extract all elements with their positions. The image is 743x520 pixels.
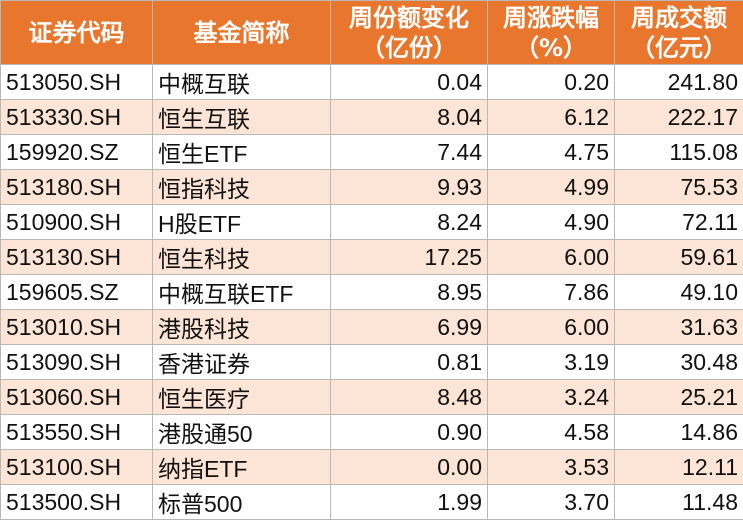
table-cell: 中概互联ETF [153, 275, 331, 310]
table-cell: 8.48 [331, 380, 488, 415]
table-cell: 港股通50 [153, 415, 331, 450]
table-cell: 8.24 [331, 205, 488, 240]
table-cell: 72.11 [615, 205, 743, 240]
table-cell: 恒生科技 [153, 240, 331, 275]
table-cell: 恒生医疗 [153, 380, 331, 415]
table-cell: 159920.SZ [1, 135, 153, 170]
header-cell: 证券代码 [1, 1, 153, 65]
table-cell: 4.99 [488, 170, 615, 205]
table-cell: 513060.SH [1, 380, 153, 415]
table-cell: 222.17 [615, 100, 743, 135]
table-cell: 49.10 [615, 275, 743, 310]
table-cell: 6.12 [488, 100, 615, 135]
table-cell: 6.99 [331, 310, 488, 345]
table-cell: 159605.SZ [1, 275, 153, 310]
header-cell: 基金简称 [153, 1, 331, 65]
table-cell: 8.95 [331, 275, 488, 310]
table-cell: 11.48 [615, 485, 743, 520]
header-text: 周成交额 [620, 3, 738, 33]
header-text: （亿元） [620, 33, 738, 63]
table-cell: 0.81 [331, 345, 488, 380]
table-cell: 115.08 [615, 135, 743, 170]
table-cell: 513550.SH [1, 415, 153, 450]
table-cell: 14.86 [615, 415, 743, 450]
table-cell: 7.86 [488, 275, 615, 310]
table-cell: 4.75 [488, 135, 615, 170]
table-cell: 0.90 [331, 415, 488, 450]
table-cell: 4.58 [488, 415, 615, 450]
header-text: 周份额变化 [336, 3, 482, 33]
table-cell: 513500.SH [1, 485, 153, 520]
table-cell: H股ETF [153, 205, 331, 240]
table-cell: 恒生ETF [153, 135, 331, 170]
table-cell: 513130.SH [1, 240, 153, 275]
table-cell: 17.25 [331, 240, 488, 275]
table-cell: 513100.SH [1, 450, 153, 485]
table-cell: 6.00 [488, 310, 615, 345]
table-cell: 9.93 [331, 170, 488, 205]
table-cell: 25.21 [615, 380, 743, 415]
table-cell: 标普500 [153, 485, 331, 520]
table-cell: 6.00 [488, 240, 615, 275]
table-cell: 香港证券 [153, 345, 331, 380]
table-cell: 3.70 [488, 485, 615, 520]
table-cell: 纳指ETF [153, 450, 331, 485]
table-cell: 513090.SH [1, 345, 153, 380]
table-cell: 3.53 [488, 450, 615, 485]
table-cell: 3.24 [488, 380, 615, 415]
table-cell: 0.20 [488, 65, 615, 100]
table-cell: 59.61 [615, 240, 743, 275]
header-text: 证券代码 [6, 18, 147, 48]
table-cell: 8.04 [331, 100, 488, 135]
table-cell: 1.99 [331, 485, 488, 520]
header-text: （亿份） [336, 33, 482, 63]
table-cell: 0.00 [331, 450, 488, 485]
table-cell: 30.48 [615, 345, 743, 380]
table-cell: 7.44 [331, 135, 488, 170]
table-cell: 510900.SH [1, 205, 153, 240]
header-cell: 周涨跌幅（%） [488, 1, 615, 65]
table-cell: 恒指科技 [153, 170, 331, 205]
table-cell: 4.90 [488, 205, 615, 240]
table-cell: 513050.SH [1, 65, 153, 100]
table-cell: 恒生互联 [153, 100, 331, 135]
table-cell: 0.04 [331, 65, 488, 100]
header-cell: 周成交额（亿元） [615, 1, 743, 65]
table-cell: 513010.SH [1, 310, 153, 345]
header-text: 基金简称 [158, 18, 325, 48]
table-cell: 港股科技 [153, 310, 331, 345]
table-cell: 513330.SH [1, 100, 153, 135]
table-cell: 75.53 [615, 170, 743, 205]
header-cell: 周份额变化（亿份） [331, 1, 488, 65]
header-text: 周涨跌幅 [493, 3, 609, 33]
header-text: （%） [493, 33, 609, 63]
table-cell: 241.80 [615, 65, 743, 100]
table-cell: 中概互联 [153, 65, 331, 100]
table-cell: 31.63 [615, 310, 743, 345]
table-cell: 12.11 [615, 450, 743, 485]
table-cell: 513180.SH [1, 170, 153, 205]
table-cell: 3.19 [488, 345, 615, 380]
header-row: 证券代码基金简称周份额变化（亿份）周涨跌幅（%）周成交额（亿元） [1, 1, 743, 65]
